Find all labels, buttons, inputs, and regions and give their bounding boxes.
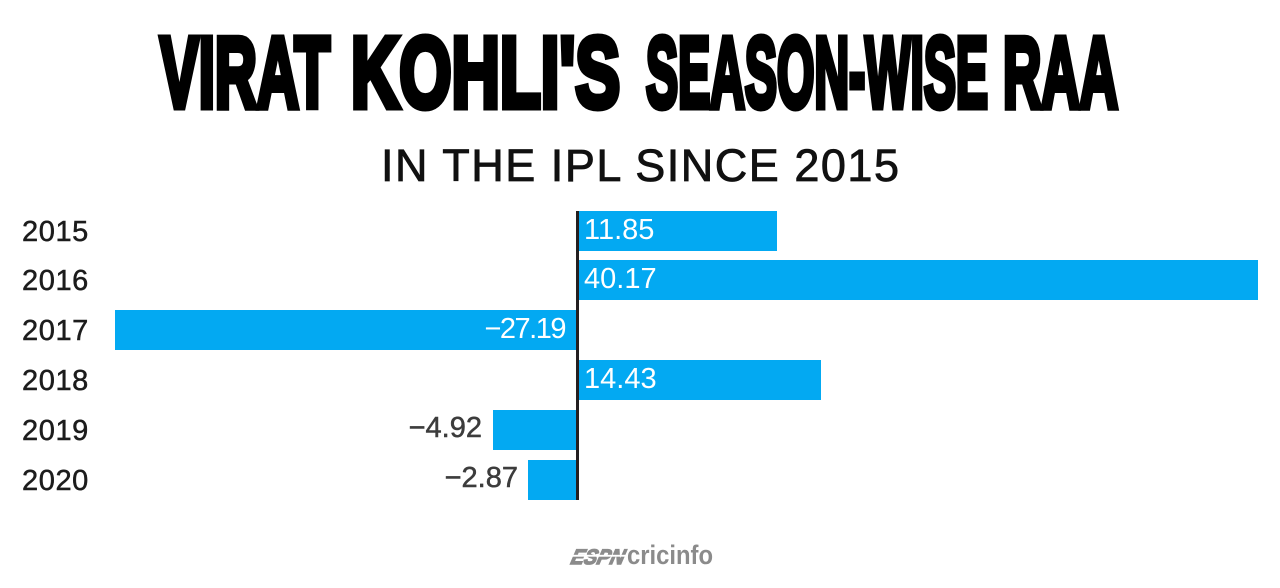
svg-text:KOHLI'S: KOHLI'S <box>351 17 620 129</box>
svg-text:IN THE IPL SINCE 2015: IN THE IPL SINCE 2015 <box>381 140 899 191</box>
svg-text:VIRAT: VIRAT <box>160 17 330 129</box>
svg-text:cricinfo: cricinfo <box>627 540 713 570</box>
svg-text:ESPN: ESPN <box>569 545 628 569</box>
svg-text:RAA: RAA <box>1003 17 1118 129</box>
svg-text:SEASON-WISE: SEASON-WISE <box>646 17 988 129</box>
